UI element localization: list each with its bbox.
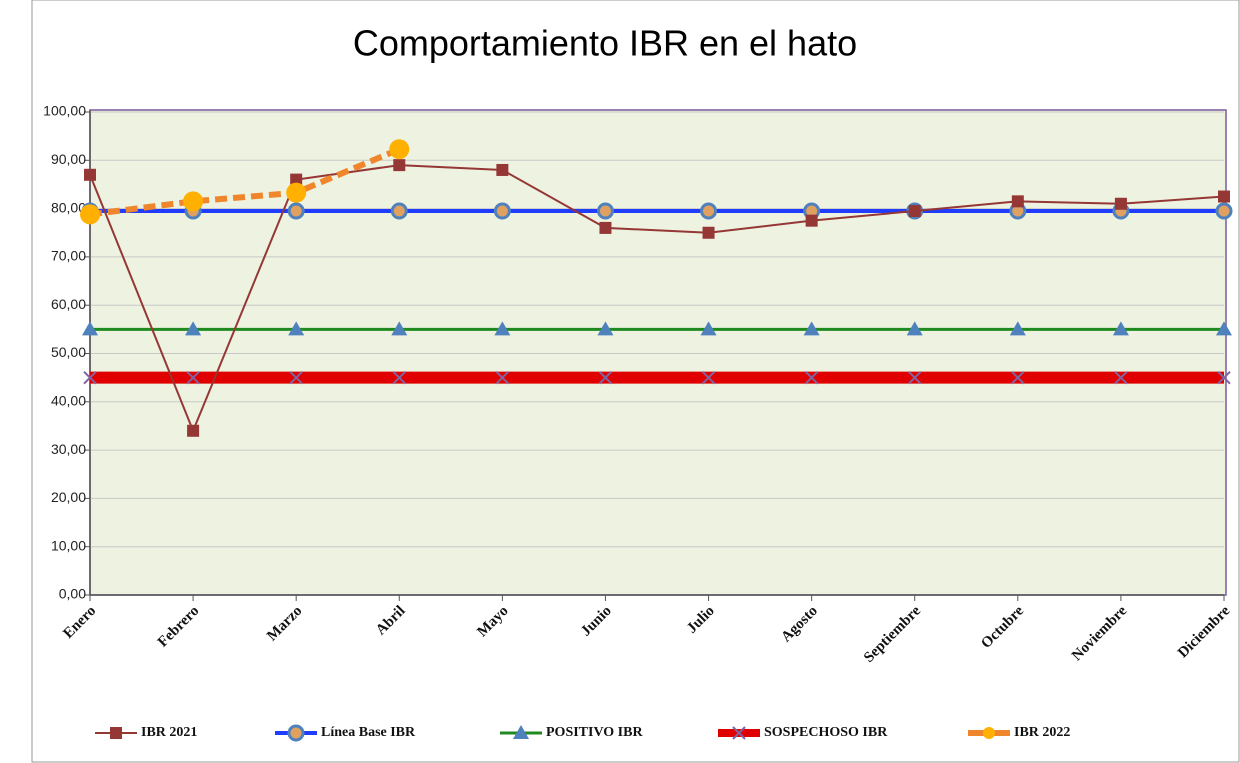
marker xyxy=(187,424,200,437)
y-tick-label: 20,00 xyxy=(51,489,86,505)
marker xyxy=(908,205,921,218)
y-tick-label: 0,00 xyxy=(59,586,86,602)
marker xyxy=(391,321,408,336)
legend-item: Línea Base IBR xyxy=(275,724,416,742)
y-tick-label: 50,00 xyxy=(51,344,86,360)
legend-label: Línea Base IBR xyxy=(321,725,416,740)
marker xyxy=(1011,195,1024,208)
legend-marker xyxy=(513,725,529,739)
legend-item: IBR 2021 xyxy=(95,725,197,740)
legend-item: IBR 2022 xyxy=(968,725,1070,740)
marker xyxy=(84,168,96,181)
marker xyxy=(289,370,303,385)
marker xyxy=(599,221,612,234)
marker xyxy=(185,321,202,336)
marker xyxy=(1011,370,1025,385)
marker xyxy=(393,159,406,172)
y-tick-label: 30,00 xyxy=(51,441,86,457)
marker xyxy=(597,321,614,336)
series-line xyxy=(89,164,1225,434)
legend-marker xyxy=(983,727,995,739)
y-tick-label: 60,00 xyxy=(51,296,86,312)
marker xyxy=(598,370,613,385)
y-tick-label: 70,00 xyxy=(51,248,86,264)
marker xyxy=(803,321,820,336)
marker xyxy=(1217,370,1231,385)
marker xyxy=(288,321,305,336)
y-tick-label: 10,00 xyxy=(51,537,86,553)
y-tick-label: 90,00 xyxy=(51,151,86,167)
marker xyxy=(493,202,511,220)
legend-marker xyxy=(287,724,305,742)
marker xyxy=(1216,321,1232,336)
marker xyxy=(804,370,819,385)
legend-label: IBR 2022 xyxy=(1014,725,1070,740)
legend-marker xyxy=(732,726,746,740)
marker xyxy=(1114,197,1127,210)
marker xyxy=(495,370,510,385)
marker xyxy=(290,173,303,186)
marker xyxy=(1009,321,1026,336)
legend-item: POSITIVO IBR xyxy=(500,725,643,740)
marker xyxy=(805,214,818,227)
legend-label: IBR 2021 xyxy=(141,725,197,740)
plot-area xyxy=(89,109,1227,596)
marker xyxy=(389,139,410,160)
marker xyxy=(701,370,716,385)
marker xyxy=(1112,321,1129,336)
marker xyxy=(700,202,718,220)
marker xyxy=(286,182,307,203)
legend-item: SOSPECHOSO IBR xyxy=(718,725,888,740)
marker xyxy=(186,370,200,385)
y-tick-label: 40,00 xyxy=(51,393,86,409)
legend-label: SOSPECHOSO IBR xyxy=(764,725,888,740)
y-tick-label: 100,00 xyxy=(43,103,86,119)
y-tick-label: 80,00 xyxy=(51,199,86,215)
marker xyxy=(906,321,923,336)
marker xyxy=(390,202,408,220)
marker xyxy=(80,204,100,225)
legend-marker xyxy=(110,727,122,739)
marker xyxy=(596,202,614,220)
chart-title: Comportamiento IBR en el hato xyxy=(353,23,857,64)
series-line xyxy=(89,146,401,218)
legend-label: POSITIVO IBR xyxy=(546,725,643,740)
marker xyxy=(496,163,509,176)
marker xyxy=(494,321,511,336)
marker xyxy=(908,370,922,385)
marker xyxy=(83,370,97,385)
marker xyxy=(1215,202,1233,220)
marker xyxy=(287,202,305,220)
marker xyxy=(702,226,715,239)
marker xyxy=(1218,190,1230,203)
marker xyxy=(1114,370,1128,385)
marker xyxy=(82,321,98,336)
marker xyxy=(392,370,406,385)
marker xyxy=(183,191,204,212)
marker xyxy=(700,321,717,336)
